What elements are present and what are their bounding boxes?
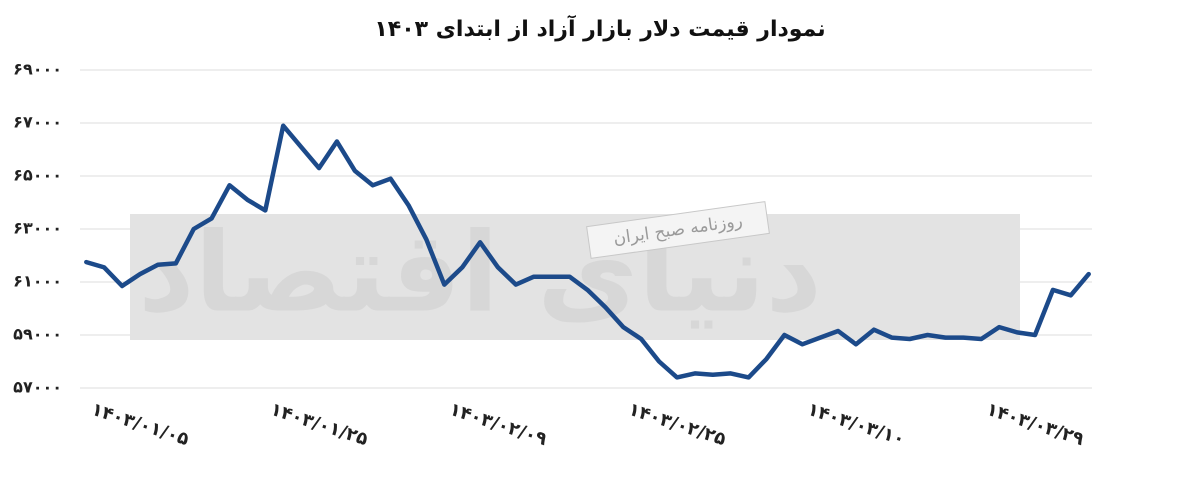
x-tick-label: ۱۴۰۳/۰۲/۲۵ bbox=[626, 399, 729, 450]
chart-title: نمودار قیمت دلار بازار آزاد از ابتدای ۱۴… bbox=[374, 14, 825, 42]
line-series bbox=[84, 123, 1091, 380]
y-tick-label: ۶۹۰۰۰ bbox=[13, 60, 62, 79]
x-tick-label: ۱۴۰۳/۰۱/۲۵ bbox=[268, 399, 371, 450]
x-tick-label: ۱۴۰۳/۰۲/۰۹ bbox=[447, 399, 550, 450]
x-tick-label: ۱۴۰۳/۰۱/۰۵ bbox=[89, 399, 192, 450]
y-tick-label: ۶۱۰۰۰ bbox=[13, 272, 62, 291]
y-tick-label: ۶۵۰۰۰ bbox=[13, 166, 62, 185]
x-tick-label: ۱۴۰۳/۰۳/۱۰ bbox=[805, 399, 908, 450]
y-tick-label: ۵۹۰۰۰ bbox=[13, 325, 62, 344]
y-tick-label: ۶۳۰۰۰ bbox=[13, 219, 62, 238]
watermark-box bbox=[586, 201, 770, 259]
watermark-band bbox=[130, 214, 1020, 340]
y-tick-label: ۶۷۰۰۰ bbox=[13, 113, 62, 132]
y-tick-label: ۵۷۰۰۰ bbox=[13, 378, 62, 397]
x-tick-label: ۱۴۰۳/۰۳/۲۹ bbox=[984, 399, 1087, 450]
